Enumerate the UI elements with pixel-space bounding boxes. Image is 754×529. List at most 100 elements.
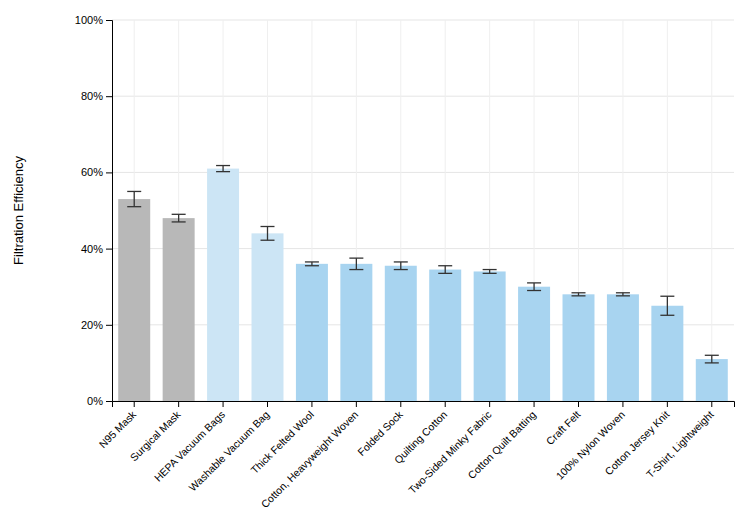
error-bar-stem — [400, 262, 401, 270]
error-bar-stem — [222, 166, 223, 172]
error-bar — [660, 296, 674, 315]
error-bar-cap — [216, 165, 230, 166]
error-bar-cap — [394, 261, 408, 262]
error-bar-cap — [172, 214, 186, 215]
tick-mark — [106, 96, 112, 97]
error-bar-cap — [660, 296, 674, 297]
tick-mark — [667, 401, 668, 407]
error-bar-stem — [667, 296, 668, 315]
error-bar-cap — [305, 265, 319, 266]
error-bar-stem — [267, 227, 268, 241]
tick-mark — [578, 401, 579, 407]
tick-mark — [178, 401, 179, 407]
tick: 40% — [81, 243, 112, 255]
tick-mark — [106, 401, 112, 402]
axis-title: Filtration Efficiency — [11, 156, 26, 265]
tick-label: N95 Mask — [96, 408, 138, 450]
error-bar-cap — [349, 269, 363, 270]
error-bar — [172, 214, 186, 222]
error-bar — [616, 293, 630, 296]
tick-label: Cotton Quilt Batting — [465, 408, 538, 481]
error-bar-cap — [483, 273, 497, 274]
tick: Folded Sock — [355, 401, 405, 458]
bar — [651, 306, 683, 401]
tick-label: Cotton, Heavyweight Woven — [258, 408, 360, 510]
bar — [296, 264, 328, 401]
error-bar — [438, 266, 452, 274]
error-bar-cap — [305, 261, 319, 262]
error-bar-cap — [438, 273, 452, 274]
tick-label: T-Shirt, Lightweight — [644, 408, 716, 480]
tick-label: 20% — [81, 319, 103, 331]
tick-label: Washable Vacuum Bag — [186, 408, 271, 493]
tick-mark — [134, 401, 135, 407]
error-bar-stem — [134, 191, 135, 206]
grid-line — [112, 248, 734, 249]
error-bar — [349, 258, 363, 269]
error-bar-stem — [445, 266, 446, 274]
tick-mark — [622, 401, 623, 407]
x-axis: N95 MaskSurgical MaskHEPA Vacuum BagsWas… — [96, 401, 734, 510]
tick: 100% — [75, 14, 112, 26]
error-bar-cap — [438, 265, 452, 266]
chart: 0% 20% 40% 60% 80% 100% N95 MaskSurgical MaskH… — [0, 0, 754, 529]
tick: 60% — [81, 166, 112, 178]
error-bar-cap — [527, 282, 541, 283]
error-bar-cap — [127, 191, 141, 192]
error-bar — [261, 227, 275, 241]
tick-mark — [711, 401, 712, 407]
grid-line — [711, 20, 712, 401]
tick-label: 80% — [81, 90, 103, 102]
tick: 0% — [87, 395, 112, 407]
grid-line — [112, 20, 734, 21]
tick-mark — [400, 401, 401, 407]
error-bar-cap — [349, 257, 363, 258]
tick-mark — [356, 401, 357, 407]
bar — [163, 218, 195, 401]
error-bar-cap — [705, 362, 719, 363]
error-bar-stem — [533, 283, 534, 291]
tick: Two-Sided Minky Fabric — [406, 401, 494, 496]
axis-line — [106, 21, 113, 402]
tick-mark — [311, 401, 312, 407]
tick-mark — [489, 401, 490, 407]
plot: 0% 20% 40% 60% 80% 100% N95 MaskSurgical MaskH… — [75, 14, 735, 510]
error-bar — [527, 283, 541, 291]
tick-mark — [106, 249, 112, 250]
tick-mark — [223, 401, 224, 407]
tick: 80% — [81, 90, 112, 102]
bar — [429, 270, 461, 401]
error-bar-cap — [216, 171, 230, 172]
tick: T-Shirt, Lightweight — [644, 401, 716, 480]
tick-label: 60% — [81, 166, 103, 178]
error-bar-cap — [172, 221, 186, 222]
error-bar-cap — [261, 226, 275, 227]
error-bar — [394, 262, 408, 270]
error-bar-stem — [711, 355, 712, 363]
error-bar-cap — [660, 315, 674, 316]
grid — [112, 20, 734, 401]
tick-label: 100% — [75, 14, 103, 26]
bar — [340, 264, 372, 401]
tick-label: Craft Felt — [543, 408, 582, 447]
error-bar-cap — [616, 292, 630, 293]
error-bar-cap — [527, 290, 541, 291]
bar — [385, 266, 417, 401]
error-bar-cap — [127, 206, 141, 207]
tick: Cotton, Heavyweight Woven — [258, 401, 360, 510]
bar — [563, 294, 595, 401]
grid-line — [112, 324, 734, 325]
bar — [207, 169, 239, 401]
error-bar — [216, 166, 230, 172]
bar — [474, 271, 506, 401]
tick-mark — [445, 401, 446, 407]
tick-mark — [106, 172, 112, 173]
grid-line — [112, 172, 734, 173]
tick: 20% — [81, 319, 112, 331]
error-bar-cap — [616, 295, 630, 296]
tick-label: 40% — [81, 243, 103, 255]
axis-line — [113, 402, 735, 408]
marks — [118, 166, 728, 401]
bar — [118, 199, 150, 401]
error-bar-stem — [178, 214, 179, 222]
